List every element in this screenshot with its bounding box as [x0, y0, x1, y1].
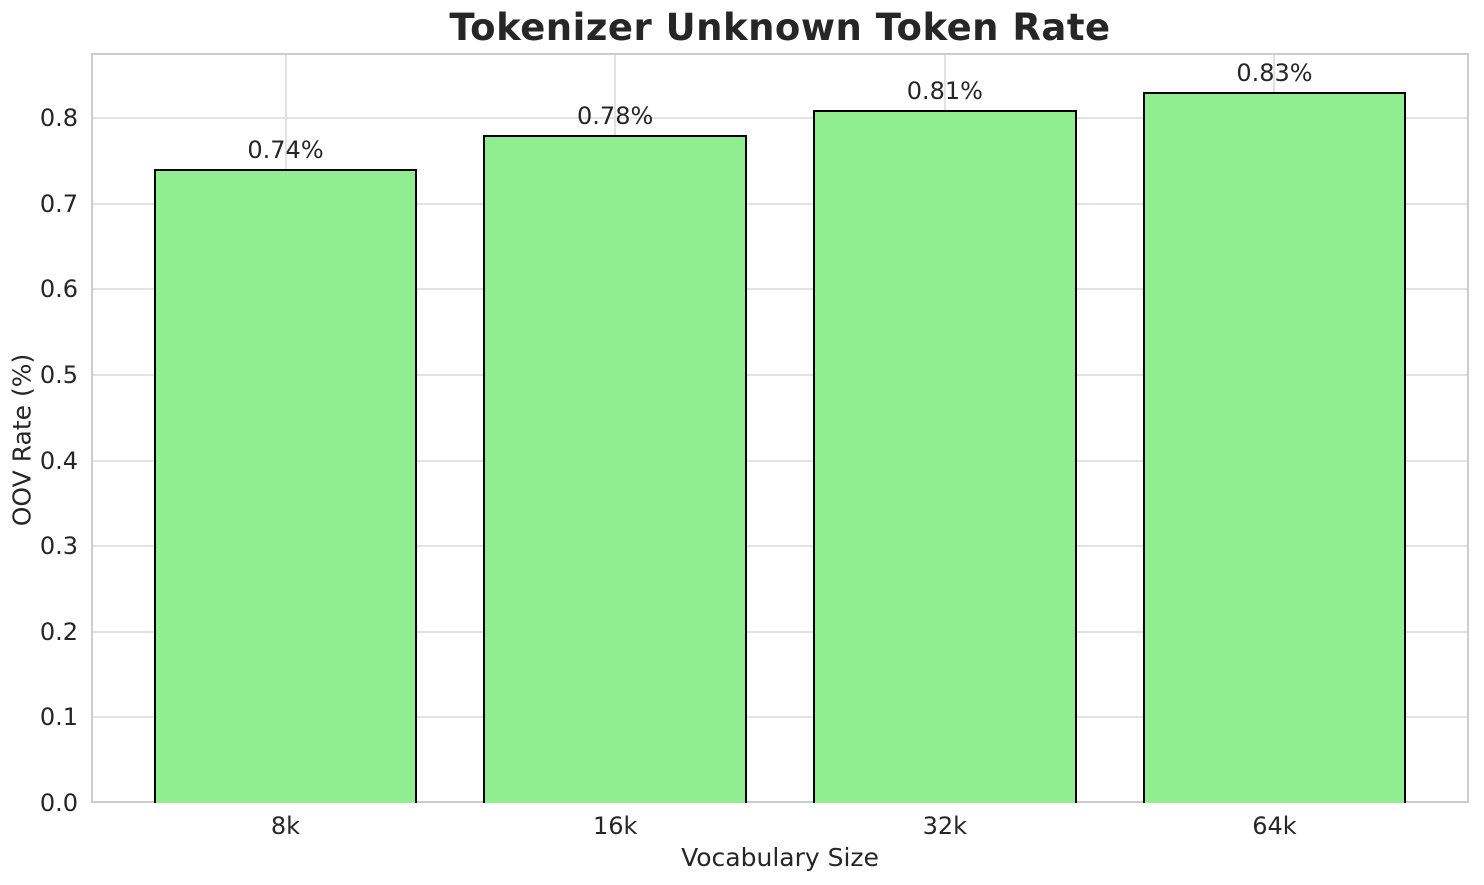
y-tick-label: 0.8: [39, 104, 78, 133]
y-gridline: [91, 716, 1469, 719]
y-tick-label: 0.3: [39, 532, 78, 561]
y-gridline: [91, 373, 1469, 376]
bar-value-label: 0.81%: [906, 76, 983, 105]
bar: [483, 135, 748, 803]
y-tick-label: 0.7: [39, 189, 78, 218]
bar: [1142, 92, 1407, 803]
chart-title: Tokenizer Unknown Token Rate: [449, 6, 1111, 49]
x-tick-label: 16k: [592, 812, 638, 840]
y-gridline: [91, 288, 1469, 291]
y-gridline: [91, 202, 1469, 205]
x-tick-label: 8k: [270, 812, 301, 840]
y-gridline: [91, 459, 1469, 462]
x-axis-label: Vocabulary Size: [681, 843, 879, 872]
y-tick-label: 0.4: [39, 446, 78, 475]
bar: [812, 109, 1077, 803]
y-tick-label: 0.5: [39, 360, 78, 389]
y-tick-label: 0.6: [39, 275, 78, 304]
bar-value-label: 0.83%: [1236, 59, 1313, 88]
y-tick-label: 0.2: [39, 617, 78, 646]
bar: [153, 169, 418, 803]
plot-area: [91, 53, 1469, 803]
y-gridline: [91, 630, 1469, 633]
bar-value-label: 0.74%: [247, 136, 324, 165]
x-tick-label: 64k: [1252, 812, 1297, 840]
bar-value-label: 0.78%: [577, 102, 654, 131]
y-tick-label: 0.0: [39, 789, 78, 817]
y-gridline: [91, 117, 1469, 120]
y-gridline: [91, 545, 1469, 548]
y-tick-label: 0.1: [39, 703, 78, 732]
x-tick-label: 32k: [922, 812, 968, 840]
